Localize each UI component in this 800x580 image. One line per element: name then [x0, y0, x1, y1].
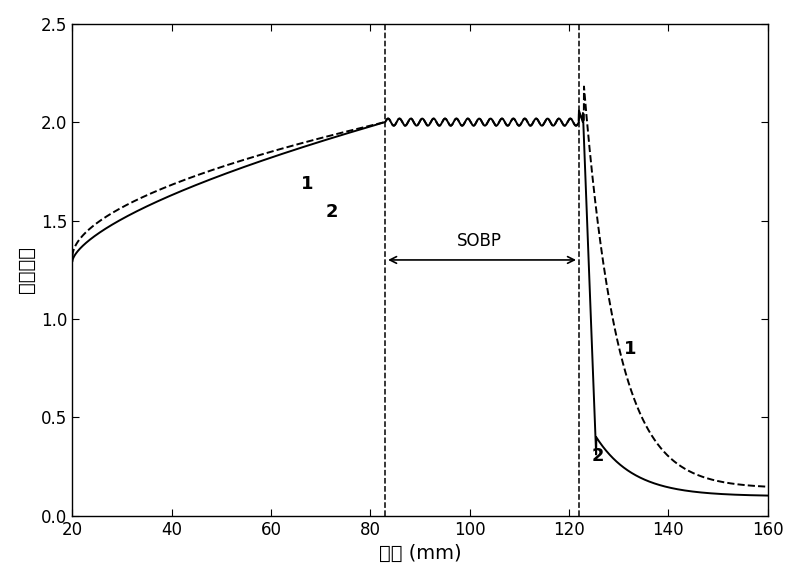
Text: SOBP: SOBP: [457, 232, 502, 250]
Text: 1: 1: [301, 175, 314, 193]
Y-axis label: 相对剂量: 相对剂量: [17, 246, 36, 293]
Text: 2: 2: [326, 202, 338, 220]
X-axis label: 深度 (mm): 深度 (mm): [378, 545, 462, 563]
Text: 1: 1: [623, 340, 636, 358]
Text: 2: 2: [591, 447, 604, 465]
